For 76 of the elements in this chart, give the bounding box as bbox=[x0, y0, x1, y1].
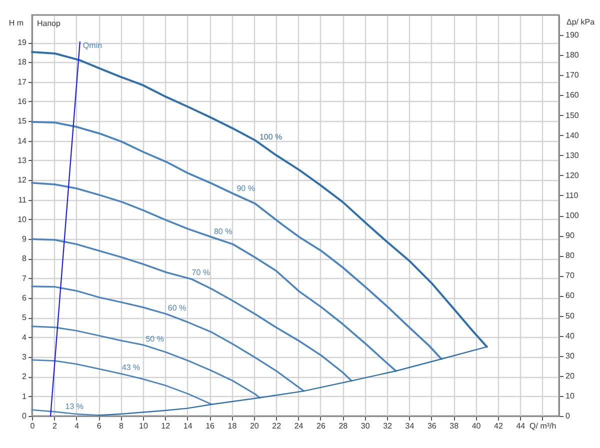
x-tick-label: 30 bbox=[360, 422, 370, 430]
y-tick-label: 14 bbox=[18, 136, 28, 146]
x-tick-label: 6 bbox=[96, 422, 102, 430]
x-tick-label: 24 bbox=[294, 422, 304, 430]
y-tick-label: 11 bbox=[18, 195, 28, 204]
y-tick-label: 0 bbox=[22, 412, 28, 420]
series-label: 90 % bbox=[236, 184, 255, 194]
y-tick-label: 6 bbox=[22, 294, 28, 303]
x-tick-label: 32 bbox=[383, 422, 393, 430]
series-label: 80 % bbox=[214, 226, 232, 236]
x-axis-title: Q/ m³/h bbox=[530, 422, 556, 430]
y2-tick-label: 100 bbox=[566, 211, 580, 220]
y-tick-label: 13 bbox=[18, 156, 28, 165]
y-tick-label: 7 bbox=[22, 274, 28, 283]
y-tick-label: 18 bbox=[18, 58, 28, 67]
y2-tick-label: 130 bbox=[566, 150, 580, 160]
y-tick-label: 16 bbox=[18, 96, 28, 106]
y-tick-label: 4 bbox=[22, 332, 28, 342]
y-tick-label: 10 bbox=[18, 214, 28, 224]
x-tick-label: 12 bbox=[161, 422, 171, 430]
y-tick-label: 1 bbox=[22, 392, 28, 401]
series-label: 43 % bbox=[122, 362, 140, 372]
y2-tick-label: 60 bbox=[566, 291, 575, 300]
y2-tick-label: 170 bbox=[566, 70, 580, 80]
y2-tick-label: 80 bbox=[566, 251, 575, 260]
x-tick-label: 38 bbox=[450, 422, 460, 430]
annotation: Напор bbox=[37, 19, 62, 28]
x-tick-label: 42 bbox=[494, 422, 504, 430]
y2-tick-label: 10 bbox=[566, 391, 575, 400]
series-label: 100 % bbox=[259, 132, 282, 142]
y2-tick-label: 140 bbox=[566, 130, 580, 140]
x-tick-label: 44 bbox=[516, 422, 526, 430]
y2-tick-label: 180 bbox=[566, 50, 580, 60]
x-tick-label: 40 bbox=[472, 422, 482, 430]
y2-tick-label: 110 bbox=[566, 190, 579, 200]
x-tick-label: 28 bbox=[338, 422, 348, 430]
y-tick-label: 5 bbox=[22, 313, 28, 322]
y-tick-label: 8 bbox=[22, 254, 28, 264]
x-tick-label: 22 bbox=[272, 422, 282, 430]
y2-tick-label: 40 bbox=[566, 331, 575, 340]
x-tick-label: 20 bbox=[250, 422, 260, 430]
x-tick-label: 14 bbox=[183, 422, 193, 430]
series-label: 13 % bbox=[65, 402, 84, 411]
x-tick-label: 0 bbox=[30, 422, 36, 430]
series-label: 60 % bbox=[168, 304, 186, 313]
x-tick-label: 10 bbox=[138, 422, 148, 430]
series-label: 70 % bbox=[192, 268, 210, 278]
y2-axis-title: Δp/ kPa bbox=[566, 18, 596, 26]
x-tick-label: 26 bbox=[316, 422, 326, 430]
x-tick-label: 4 bbox=[74, 422, 80, 430]
y2-tick-label: 70 bbox=[566, 271, 575, 280]
x-tick-label: 8 bbox=[119, 422, 124, 430]
y2-tick-label: 190 bbox=[566, 30, 580, 40]
series-label: 50 % bbox=[146, 334, 164, 344]
y-tick-label: 2 bbox=[22, 372, 28, 382]
y-tick-label: 17 bbox=[18, 77, 28, 86]
y2-tick-label: 50 bbox=[566, 311, 575, 320]
y2-tick-label: 30 bbox=[566, 351, 575, 360]
y-axis-title: H m bbox=[8, 18, 24, 28]
y2-tick-label: 120 bbox=[566, 170, 580, 180]
x-tick-label: 34 bbox=[405, 422, 415, 430]
y-tick-label: 12 bbox=[18, 176, 28, 185]
y2-tick-label: 0 bbox=[566, 412, 570, 420]
y-tick-label: 9 bbox=[22, 234, 28, 244]
annotation: Qmin bbox=[82, 40, 102, 50]
y2-tick-label: 90 bbox=[566, 231, 575, 240]
x-tick-label: 2 bbox=[52, 422, 58, 430]
y-tick-label: 19 bbox=[18, 38, 28, 48]
y-tick-label: 15 bbox=[18, 116, 28, 126]
y-tick-label: 3 bbox=[22, 352, 28, 362]
y2-tick-label: 160 bbox=[566, 90, 580, 100]
x-tick-label: 36 bbox=[427, 422, 437, 430]
y2-tick-label: 20 bbox=[566, 371, 575, 380]
x-tick-label: 18 bbox=[228, 422, 238, 430]
x-tick-label: 16 bbox=[206, 422, 216, 430]
y2-tick-label: 150 bbox=[566, 110, 580, 120]
